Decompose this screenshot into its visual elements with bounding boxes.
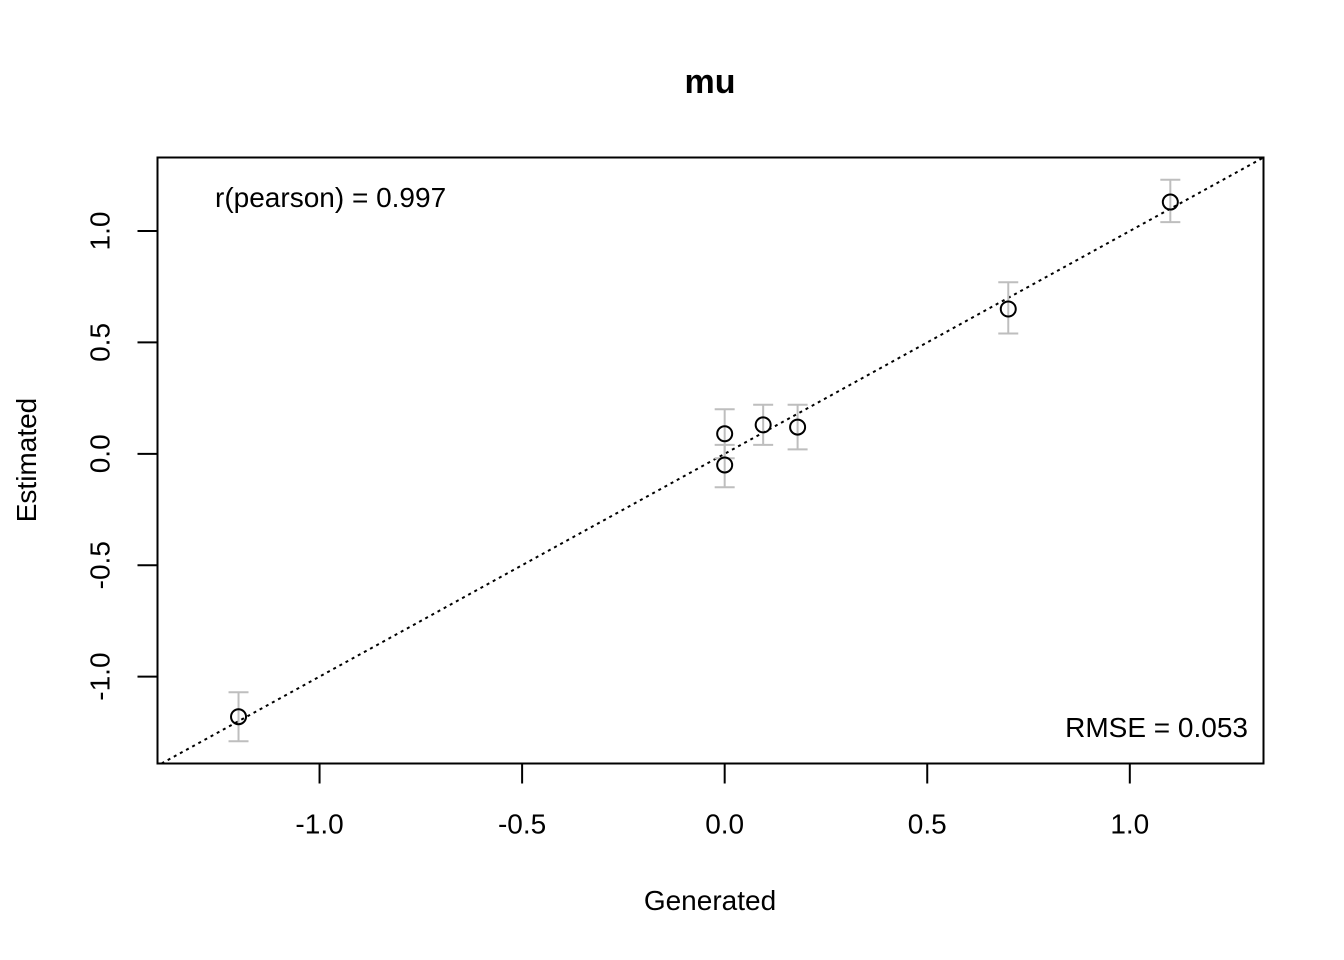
- error-bar: [1160, 178, 1181, 224]
- point-layer: [230, 193, 1179, 726]
- x-tick-label: 0.5: [908, 809, 947, 840]
- y-tick-label: -0.5: [85, 541, 116, 589]
- y-tick-label: 1.0: [85, 212, 116, 251]
- error-bar: [753, 403, 774, 446]
- x-axis-label: Generated: [644, 885, 776, 916]
- rmse-annotation: RMSE = 0.053: [1065, 712, 1248, 743]
- y-tick-label: -1.0: [85, 652, 116, 700]
- y-tick-label: 0.5: [85, 323, 116, 362]
- y-tick-label: 0.0: [85, 434, 116, 473]
- reference-line-layer: [161, 156, 1264, 765]
- data-point: [230, 708, 248, 726]
- x-axis: -1.0 -0.5 0.0 0.5 1.0: [295, 763, 1149, 840]
- error-bar: [714, 443, 735, 489]
- data-point: [789, 418, 807, 436]
- x-tick-label: -0.5: [498, 809, 546, 840]
- error-bar: [787, 403, 808, 451]
- x-tick-label: 1.0: [1110, 809, 1149, 840]
- data-point: [999, 300, 1017, 318]
- data-point: [716, 425, 734, 443]
- x-tick-label: 0.0: [705, 809, 744, 840]
- chart-title: mu: [685, 63, 736, 101]
- reference-line: [161, 156, 1264, 765]
- pearson-annotation: r(pearson) = 0.997: [215, 182, 446, 213]
- data-point: [716, 456, 734, 474]
- error-bar: [228, 691, 249, 743]
- data-point: [1161, 193, 1179, 211]
- error-bar: [998, 281, 1019, 335]
- y-axis-label: Estimated: [11, 398, 42, 523]
- error-bar-layer: [228, 178, 1181, 743]
- x-tick-label: -1.0: [295, 809, 343, 840]
- plot-frame: [156, 156, 1265, 765]
- data-point: [754, 416, 772, 434]
- y-axis: -1.0 -0.5 0.0 0.5 1.0: [85, 212, 158, 701]
